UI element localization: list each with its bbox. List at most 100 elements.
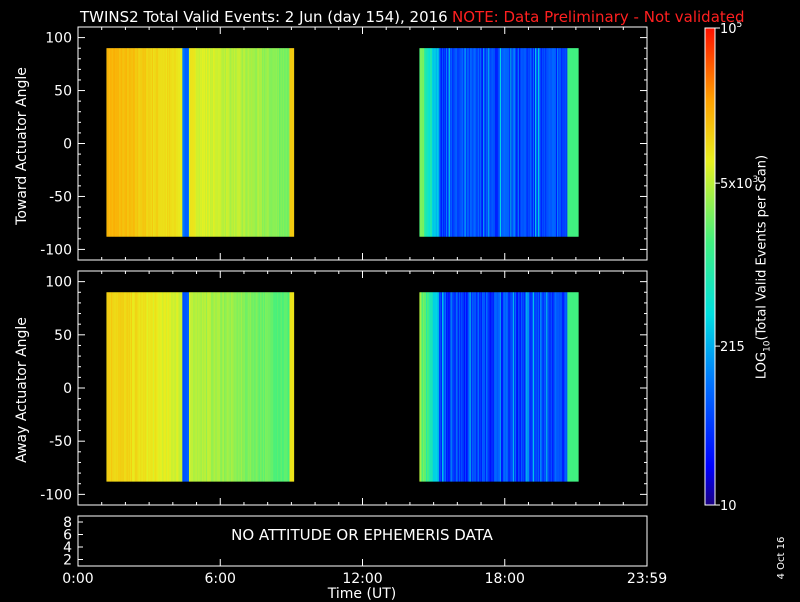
heatmap-stripe [467,292,470,482]
heatmap-stripe [560,292,563,482]
heatmap-stripe [220,48,222,237]
heatmap-stripe [537,292,540,482]
colorbar-label-rest: (Total Valid Events per Scan) [754,154,770,341]
heatmap-stripe [147,292,149,482]
heatmap-stripe [171,292,174,482]
heatmap-stripe [491,292,493,482]
heatmap-stripe [483,48,486,237]
heatmap-stripe [526,48,528,237]
heatmap-stripe [176,292,178,482]
heatmap-stripe [166,48,168,237]
heatmap-stripe [454,292,456,482]
heatmap-stripe [569,48,571,237]
heatmap-stripe [496,48,498,237]
heatmap-stripe [531,48,533,237]
heatmap-stripe [459,48,461,237]
heatmap-stripe [531,292,533,482]
heatmap-stripe [265,292,268,482]
heatmap-stripe [133,292,136,482]
heatmap-stripe [239,48,241,237]
heatmap-stripe [129,48,131,237]
y-tick-label: -50 [49,189,72,205]
heatmap-stripe [508,292,510,482]
heatmap-stripe [144,48,146,237]
heatmap-stripe [223,48,225,237]
heatmap-stripe [563,292,565,482]
heatmap-stripe [444,48,446,237]
heatmap-stripe [208,48,211,237]
heatmap-stripe [168,48,170,237]
heatmap-stripe [162,292,164,482]
heatmap-stripe [499,292,501,482]
heatmap-stripe [556,48,559,237]
heatmap-stripe [421,292,423,482]
heatmap-stripe [164,48,166,237]
heatmap-stripe [494,48,496,237]
heatmap-stripe [445,48,447,237]
heatmap-stripe [174,292,177,482]
heatmap-stripe [240,292,242,482]
heatmap-stripe [135,48,138,237]
heatmap-stripe [212,292,215,482]
heatmap-stripe [276,292,278,482]
heatmap-stripe [445,292,448,482]
heatmap-stripe [437,48,439,237]
heatmap-stripe [108,292,110,482]
heatmap-stripe [179,292,181,482]
heatmap-stripe [221,292,223,482]
heatmap-stripe [292,48,294,237]
heatmap-stripe [154,48,157,237]
heatmap-stripe [114,292,116,482]
heatmap-stripe [488,48,490,237]
heatmap-stripe [199,48,201,237]
heatmap-stripe [541,48,544,237]
colorbar-label-log: LOG [754,351,770,380]
heatmap-stripe [510,48,512,237]
heatmap-stripe [158,292,160,482]
heatmap-stripe [182,48,184,237]
heatmap-stripe [522,48,525,237]
heatmap-stripe [280,292,283,482]
heatmap-stripe [525,292,527,482]
heatmap-stripe [218,48,220,237]
heatmap-stripe [459,292,461,482]
heatmap-stripe [521,292,524,482]
heatmap-stripe [438,292,440,482]
heatmap-stripe [217,292,219,482]
heatmap-stripe [274,292,276,482]
heatmap-stripe [502,292,505,482]
heatmap-stripe [486,292,489,482]
heatmap-stripe [520,292,523,482]
heatmap-stripe [262,292,265,482]
heatmap-stripe [128,292,130,482]
heatmap-stripe [110,48,112,237]
heatmap-stripe [175,48,178,237]
heatmap-stripe [478,48,480,237]
heatmap-stripe [206,292,209,482]
info-y-tick-label: 2 [63,553,72,569]
heatmap-stripe [461,48,463,237]
heatmap-stripe [154,292,157,482]
heatmap-stripe [562,292,564,482]
colorbar-tick-label: 10 [720,499,737,514]
heatmap-stripe [445,292,447,482]
heatmap-stripe [463,292,466,482]
heatmap-stripe [216,48,218,237]
heatmap-stripe [127,292,129,482]
heatmap-stripe [487,48,490,237]
heatmap-stripe [219,292,221,482]
heatmap-stripe [255,48,257,237]
heatmap-stripe [444,292,446,482]
heatmap-stripe [447,48,450,237]
heatmap-stripe [282,48,285,237]
heatmap-stripe [569,292,571,482]
heatmap-stripe [474,292,476,482]
heatmap-stripe [259,292,261,482]
heatmap-stripe [283,48,286,237]
heatmap-stripe [516,292,518,482]
heatmap-stripe [478,292,480,482]
heatmap-stripe [231,292,233,482]
heatmap-stripe [549,292,551,482]
heatmap-stripe [528,48,530,237]
heatmap-stripe [149,48,151,237]
